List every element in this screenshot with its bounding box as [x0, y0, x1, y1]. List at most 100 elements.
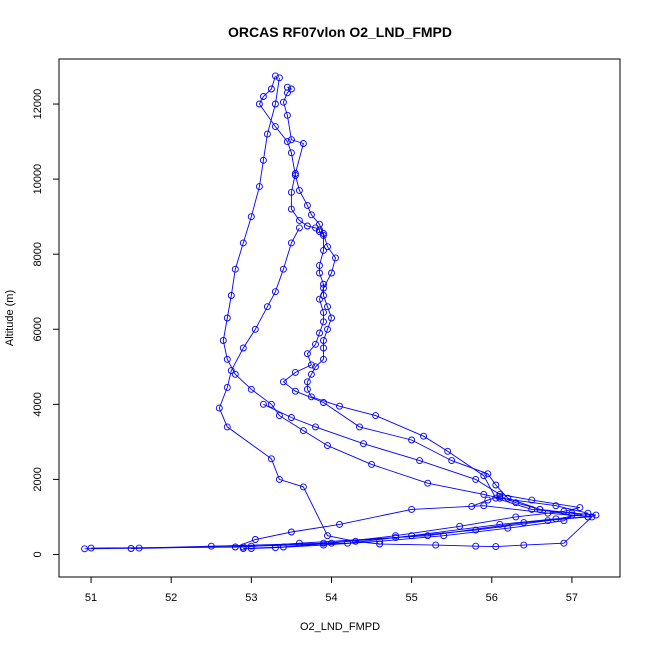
data-point	[215, 404, 223, 412]
x-tick-label: 53	[245, 592, 257, 604]
data-point	[324, 442, 331, 450]
data-point	[592, 511, 600, 519]
y-tick-label: 8000	[32, 242, 44, 266]
data-point	[576, 504, 584, 512]
data-point	[312, 340, 319, 348]
data-point	[336, 520, 343, 528]
data-point	[472, 526, 480, 534]
data-point	[392, 534, 400, 542]
data-point	[287, 149, 295, 157]
data-point	[420, 432, 428, 440]
data-point	[259, 400, 267, 408]
data-point	[324, 532, 331, 540]
data-point	[227, 292, 235, 299]
data-point	[528, 496, 536, 504]
data-point	[299, 140, 307, 147]
data-point	[376, 537, 384, 545]
data-point	[223, 423, 231, 431]
data-point	[223, 383, 231, 391]
x-axis: 51 52 53 54 55 56 57	[85, 576, 578, 604]
y-tick-label: 12000	[32, 89, 44, 120]
data-point	[320, 231, 327, 239]
data-point	[135, 544, 143, 552]
data-point	[295, 224, 303, 232]
data-point	[312, 224, 319, 232]
series-line-6	[251, 495, 574, 549]
x-axis-label: O2_LND_FMPD	[300, 621, 380, 633]
data-point	[275, 475, 283, 483]
data-point	[588, 513, 596, 521]
data-point	[312, 423, 319, 431]
y-tick-label: 2000	[32, 467, 44, 491]
data-point	[81, 545, 89, 553]
data-point	[247, 542, 255, 550]
data-point	[560, 539, 568, 547]
data-point	[275, 74, 283, 82]
data-point	[299, 483, 307, 491]
data-point	[560, 517, 568, 525]
data-point	[231, 543, 239, 551]
data-point	[424, 532, 432, 540]
data-point	[279, 378, 287, 386]
data-point	[336, 402, 343, 410]
y-tick-label: 4000	[32, 392, 44, 416]
data-point	[283, 138, 291, 146]
y-axis-label: Altitude (m)	[4, 290, 16, 346]
y-tick-label: 0	[32, 551, 44, 557]
data-point	[512, 499, 520, 507]
data-point	[324, 303, 331, 311]
plot-data	[81, 72, 600, 553]
data-point	[496, 494, 504, 502]
data-point	[307, 211, 315, 219]
data-point	[239, 239, 247, 247]
data-point	[332, 254, 339, 262]
data-point	[496, 490, 504, 498]
data-point	[512, 513, 520, 521]
data-point	[444, 447, 452, 455]
x-tick-label: 57	[566, 592, 578, 604]
data-point	[275, 412, 283, 420]
data-point	[416, 457, 424, 465]
data-point	[239, 344, 247, 352]
data-point	[219, 337, 227, 344]
data-point	[552, 502, 560, 510]
data-point	[496, 492, 504, 500]
data-point	[271, 123, 279, 131]
data-point	[320, 399, 327, 406]
data-point	[408, 436, 416, 444]
chart-title: ORCAS RF07vlon O2_LND_FMPD	[228, 24, 452, 40]
data-point	[492, 481, 500, 489]
data-point	[520, 541, 528, 549]
data-point	[247, 545, 255, 552]
data-point	[316, 269, 323, 277]
data-point	[320, 318, 327, 326]
data-point	[324, 243, 331, 251]
y-tick-label: 10000	[32, 164, 44, 195]
x-tick-label: 52	[165, 592, 177, 604]
data-point	[299, 427, 307, 435]
series-line-1	[91, 75, 597, 549]
data-point	[316, 329, 323, 337]
data-point	[356, 423, 363, 431]
data-point	[307, 370, 315, 378]
data-point	[239, 545, 247, 552]
data-point	[320, 344, 327, 352]
data-point	[568, 511, 576, 519]
data-point	[480, 502, 488, 510]
series-line-5	[243, 403, 581, 549]
series-line-4	[218, 227, 593, 548]
data-point	[352, 537, 359, 545]
data-point	[307, 361, 315, 369]
data-point	[223, 355, 231, 363]
data-point	[287, 85, 295, 93]
data-point	[279, 265, 287, 273]
data-point	[247, 213, 255, 221]
data-point	[440, 532, 448, 540]
data-point	[259, 156, 267, 164]
data-point	[255, 100, 263, 108]
plot-frame	[58, 58, 621, 578]
data-point	[320, 308, 327, 316]
data-point	[320, 246, 327, 254]
data-point	[408, 505, 416, 513]
data-point	[227, 367, 235, 375]
